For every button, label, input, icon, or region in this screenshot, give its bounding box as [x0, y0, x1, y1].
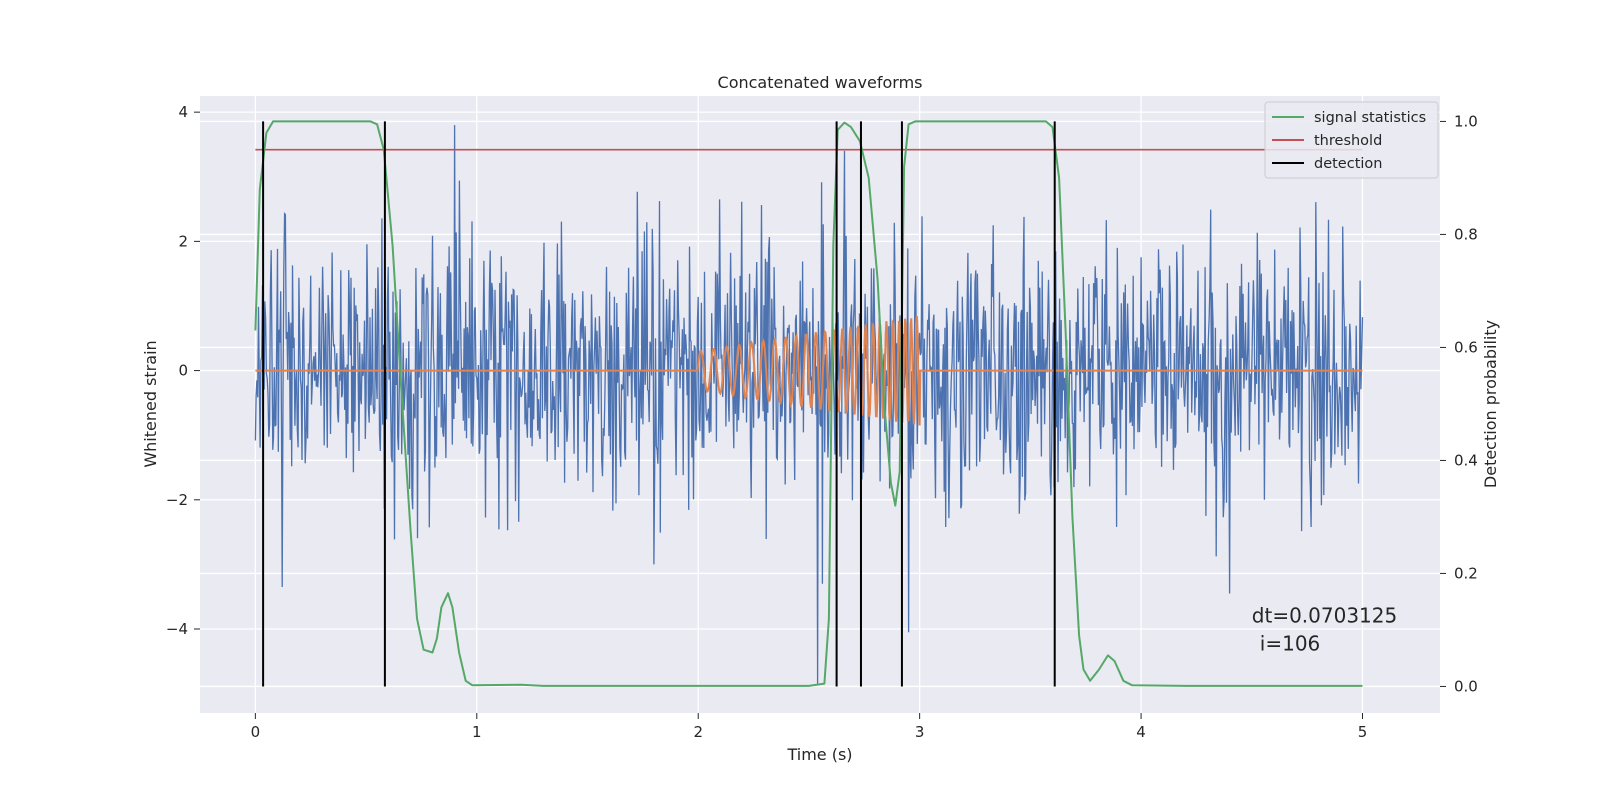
strain-noise-line	[254, 125, 1364, 684]
y2-tick-label: 0.0	[1454, 677, 1478, 695]
y-axis-label: Whitened strain	[141, 340, 160, 467]
y2-tick-label: 0.4	[1454, 451, 1478, 469]
annotation-text: dt=0.0703125	[1252, 604, 1397, 628]
y2-tick-label: 0.8	[1454, 225, 1478, 243]
x-tick-label: 0	[251, 723, 261, 741]
y-tick-label: 0	[178, 362, 188, 380]
y2-tick-label: 1.0	[1454, 112, 1478, 130]
y2-axis-label: Detection probability	[1481, 320, 1500, 488]
signal-statistics-line	[254, 120, 1363, 687]
chart-title: Concatenated waveforms	[718, 73, 923, 92]
data-layer	[254, 120, 1364, 687]
x-tick-label: 4	[1136, 723, 1146, 741]
legend-label: detection	[1314, 156, 1382, 172]
x-axis-label: Time (s)	[786, 745, 852, 764]
y2-tick-label: 0.6	[1454, 338, 1478, 356]
legend-label: signal statistics	[1314, 110, 1426, 126]
y-tick-label: 2	[178, 232, 188, 250]
annotation-text: i=106	[1260, 632, 1321, 656]
legend-box	[1264, 101, 1439, 179]
y2-tick-label: 0.2	[1454, 564, 1478, 582]
axes: 0 1 2 3 4 5 4 2 0 −2 −4 1.0 0.8 0.6 0.4 0.2 0.0	[166, 103, 1478, 741]
x-tick-label: 1	[472, 723, 482, 741]
legend: signal statistics threshold detection	[1264, 101, 1439, 179]
legend-label: threshold	[1314, 133, 1382, 149]
injected-chirp-line	[255, 316, 1363, 426]
y-tick-label: 4	[178, 103, 188, 121]
x-tick-label: 2	[693, 723, 703, 741]
x-tick-label: 5	[1358, 723, 1368, 741]
x-tick-label: 3	[915, 723, 925, 741]
y-tick-label: −4	[166, 620, 188, 638]
annotations: dt=0.0703125 i=106	[1252, 604, 1397, 656]
y-tick-label: −2	[166, 491, 188, 509]
